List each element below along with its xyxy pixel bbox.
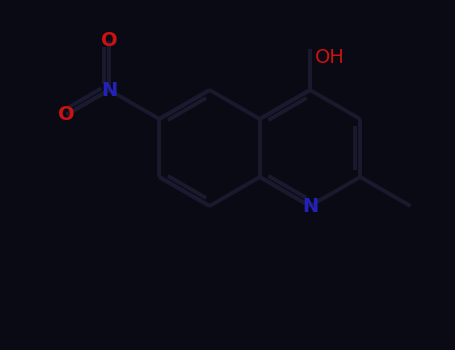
- Text: N: N: [101, 80, 117, 99]
- Text: O: O: [101, 31, 117, 50]
- Text: OH: OH: [315, 48, 345, 67]
- Text: O: O: [58, 105, 75, 124]
- Text: N: N: [302, 196, 318, 216]
